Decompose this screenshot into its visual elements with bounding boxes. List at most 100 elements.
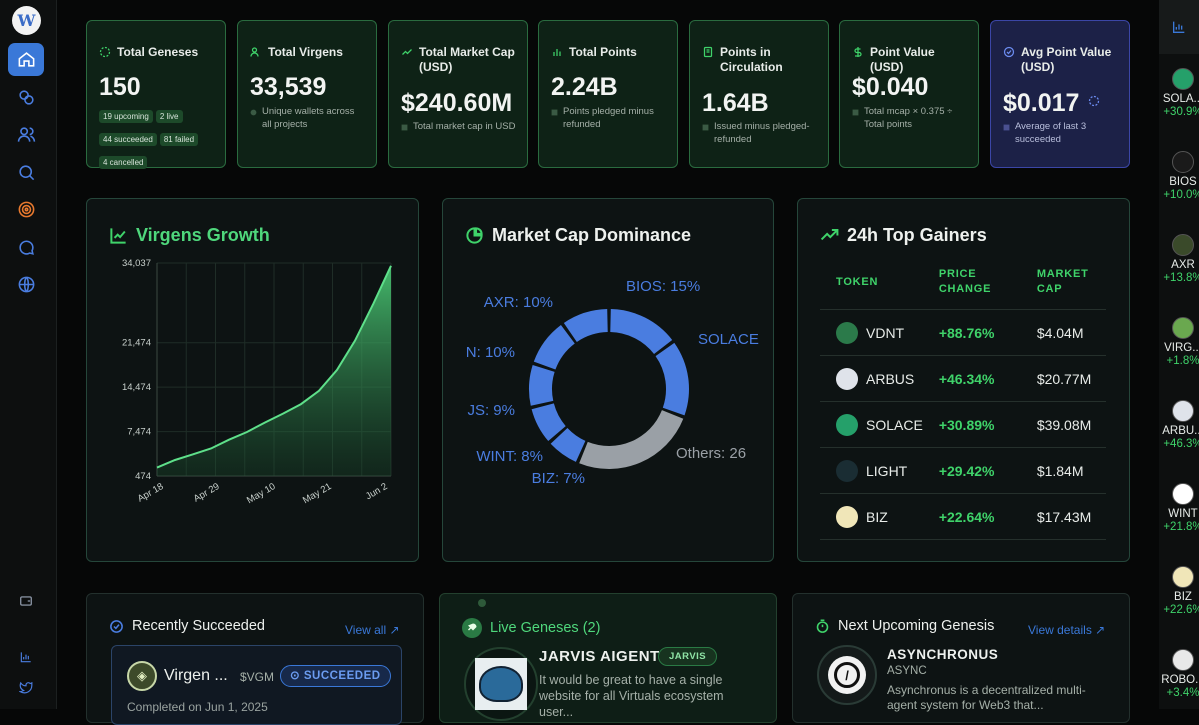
ticker-item[interactable]: BIZ+22.6% bbox=[1159, 566, 1199, 616]
price-change: +88.76% bbox=[923, 310, 1021, 356]
market-cap: $39.08M bbox=[1021, 402, 1106, 448]
ticker-item[interactable]: VIRG...+1.8% bbox=[1159, 317, 1199, 367]
token-name: BIZ bbox=[866, 509, 888, 525]
ticker-token-icon bbox=[1172, 400, 1194, 422]
panel-title: 24h Top Gainers bbox=[847, 225, 987, 246]
live-item-desc: It would be great to have a single websi… bbox=[539, 672, 759, 720]
view-details-link[interactable]: View details ↗ bbox=[1028, 623, 1105, 637]
ticker-item[interactable]: SOLA...+30.9% bbox=[1159, 68, 1199, 118]
gainer-row[interactable]: SOLACE+30.89%$39.08M bbox=[820, 402, 1106, 448]
live-item-tag: JARVIS bbox=[658, 647, 717, 666]
ticker-item[interactable]: ARBU...+46.3% bbox=[1159, 400, 1199, 450]
status-badge: ⊙ SUCCEEDED bbox=[280, 665, 391, 687]
stat-sub: Total mcap × 0.375 ÷ Total points bbox=[864, 105, 968, 131]
ticker-chart-icon[interactable] bbox=[1159, 0, 1199, 54]
globe-icon[interactable] bbox=[8, 268, 44, 301]
sidebar: W bbox=[0, 0, 57, 709]
ticker-item[interactable]: BIOS+10.0% bbox=[1159, 151, 1199, 201]
gainer-row[interactable]: ARBUS+46.34%$20.77M bbox=[820, 356, 1106, 402]
col-token: TOKEN bbox=[820, 259, 923, 310]
token-name: VDNT bbox=[866, 325, 904, 341]
stat-sub: Issued minus pledged-refunded bbox=[714, 120, 818, 146]
donut-label: N: 10% bbox=[466, 344, 515, 361]
chart-icon[interactable] bbox=[8, 645, 44, 669]
col-price-change: PRICE CHANGE bbox=[923, 259, 1021, 310]
gainers-table: TOKEN PRICE CHANGE MARKET CAP VDNT+88.76… bbox=[820, 259, 1106, 540]
twitter-icon[interactable] bbox=[8, 675, 44, 699]
wallet-icon[interactable] bbox=[8, 589, 44, 613]
stat-total-points: Total Points 2.24B Points pledged minus … bbox=[538, 20, 678, 168]
async-avatar[interactable]: / bbox=[817, 645, 877, 705]
upcoming-item-name: ASYNCHRONUS bbox=[887, 647, 998, 662]
jarvis-avatar[interactable] bbox=[464, 647, 538, 721]
trend-icon bbox=[1003, 124, 1010, 131]
coins-icon[interactable] bbox=[8, 81, 44, 114]
price-change: +22.64% bbox=[923, 494, 1021, 540]
item-name: Virgen ... bbox=[164, 667, 228, 685]
recently-succeeded-panel: Recently Succeeded View all ↗ ◈ Virgen .… bbox=[86, 593, 424, 723]
search-icon[interactable] bbox=[8, 156, 44, 189]
upcoming-item-ticker: ASYNC bbox=[887, 665, 927, 677]
view-all-link[interactable]: View all ↗ bbox=[345, 623, 400, 637]
check-circle-icon bbox=[1003, 46, 1015, 58]
ticker-change: +3.4% bbox=[1159, 687, 1199, 699]
spinner-icon bbox=[99, 46, 111, 58]
stat-title: Point Value (USD) bbox=[870, 45, 970, 75]
stat-value: $0.017 bbox=[1003, 89, 1079, 118]
target-icon[interactable] bbox=[8, 193, 44, 226]
check-circle-icon bbox=[109, 619, 124, 634]
y-tick-label: 474 bbox=[135, 471, 151, 482]
gainer-row[interactable]: BIZ+22.64%$17.43M bbox=[820, 494, 1106, 540]
donut-label: WINT: 8% bbox=[476, 448, 543, 465]
ticker-token-icon bbox=[1172, 566, 1194, 588]
users-icon[interactable] bbox=[8, 118, 44, 151]
user-icon bbox=[250, 109, 257, 116]
chip-upcoming: 19 upcoming bbox=[99, 110, 153, 123]
virgen-token-icon: ◈ bbox=[127, 661, 157, 691]
stat-value: $0.040 bbox=[852, 73, 928, 102]
succeeded-item-card[interactable]: ◈ Virgen ... $VGM ⊙ SUCCEEDED Completed … bbox=[111, 645, 402, 725]
stat-title: Points in Circulation bbox=[720, 45, 820, 75]
gainer-row[interactable]: VDNT+88.76%$4.04M bbox=[820, 310, 1106, 356]
ticker-change: +30.9% bbox=[1159, 106, 1199, 118]
chip-failed: 81 failed bbox=[160, 133, 198, 146]
home-icon[interactable] bbox=[8, 43, 44, 76]
stat-point-value: Point Value (USD) $0.040 Total mcap × 0.… bbox=[839, 20, 979, 168]
stat-sub: Total market cap in USD bbox=[413, 120, 515, 133]
live-geneses-panel: Live Geneses (2) JARVIS AIGENT JARVIS It… bbox=[439, 593, 777, 723]
ticker-change: +1.8% bbox=[1159, 355, 1199, 367]
stat-title: Total Market Cap (USD) bbox=[419, 45, 519, 75]
ticker-symbol: ROBO... bbox=[1159, 674, 1199, 686]
ticker-item[interactable]: ROBO...+3.4% bbox=[1159, 649, 1199, 699]
live-item-name: JARVIS AIGENT bbox=[539, 648, 660, 665]
donut-slice-bios bbox=[610, 309, 672, 354]
ticker-item[interactable]: AXR+13.8% bbox=[1159, 234, 1199, 284]
trend-up-icon bbox=[820, 226, 839, 245]
ticker-symbol: AXR bbox=[1159, 259, 1199, 271]
document-icon bbox=[702, 46, 714, 58]
stat-title: Total Virgens bbox=[268, 45, 343, 60]
price-change: +29.42% bbox=[923, 448, 1021, 494]
stat-avg-point-value: Avg Point Value (USD) $0.017 Average of … bbox=[990, 20, 1130, 168]
ticker-item[interactable]: WINT+21.8% bbox=[1159, 483, 1199, 533]
item-ticker: $VGM bbox=[240, 670, 274, 684]
biz-icon bbox=[836, 506, 858, 528]
donut-label: BIOS: 15% bbox=[626, 278, 700, 295]
chat-icon[interactable] bbox=[8, 231, 44, 264]
ticker-change: +22.6% bbox=[1159, 604, 1199, 616]
gainer-row[interactable]: LIGHT+29.42%$1.84M bbox=[820, 448, 1106, 494]
stat-sub: Points pledged minus refunded bbox=[563, 105, 667, 131]
x-tick-label: Apr 18 bbox=[136, 481, 166, 505]
chip-succeeded: 44 succeeded bbox=[99, 133, 157, 146]
ticker-token-icon bbox=[1172, 317, 1194, 339]
app-logo[interactable]: W bbox=[12, 6, 41, 35]
stat-value: 2.24B bbox=[551, 73, 618, 102]
donut-label: SOLACE bbox=[698, 331, 759, 348]
stat-total-market-cap: Total Market Cap (USD) $240.60M Total ma… bbox=[388, 20, 528, 168]
stat-value: 150 bbox=[99, 73, 141, 102]
next-upcoming-panel: Next Upcoming Genesis View details ↗ / A… bbox=[792, 593, 1130, 723]
